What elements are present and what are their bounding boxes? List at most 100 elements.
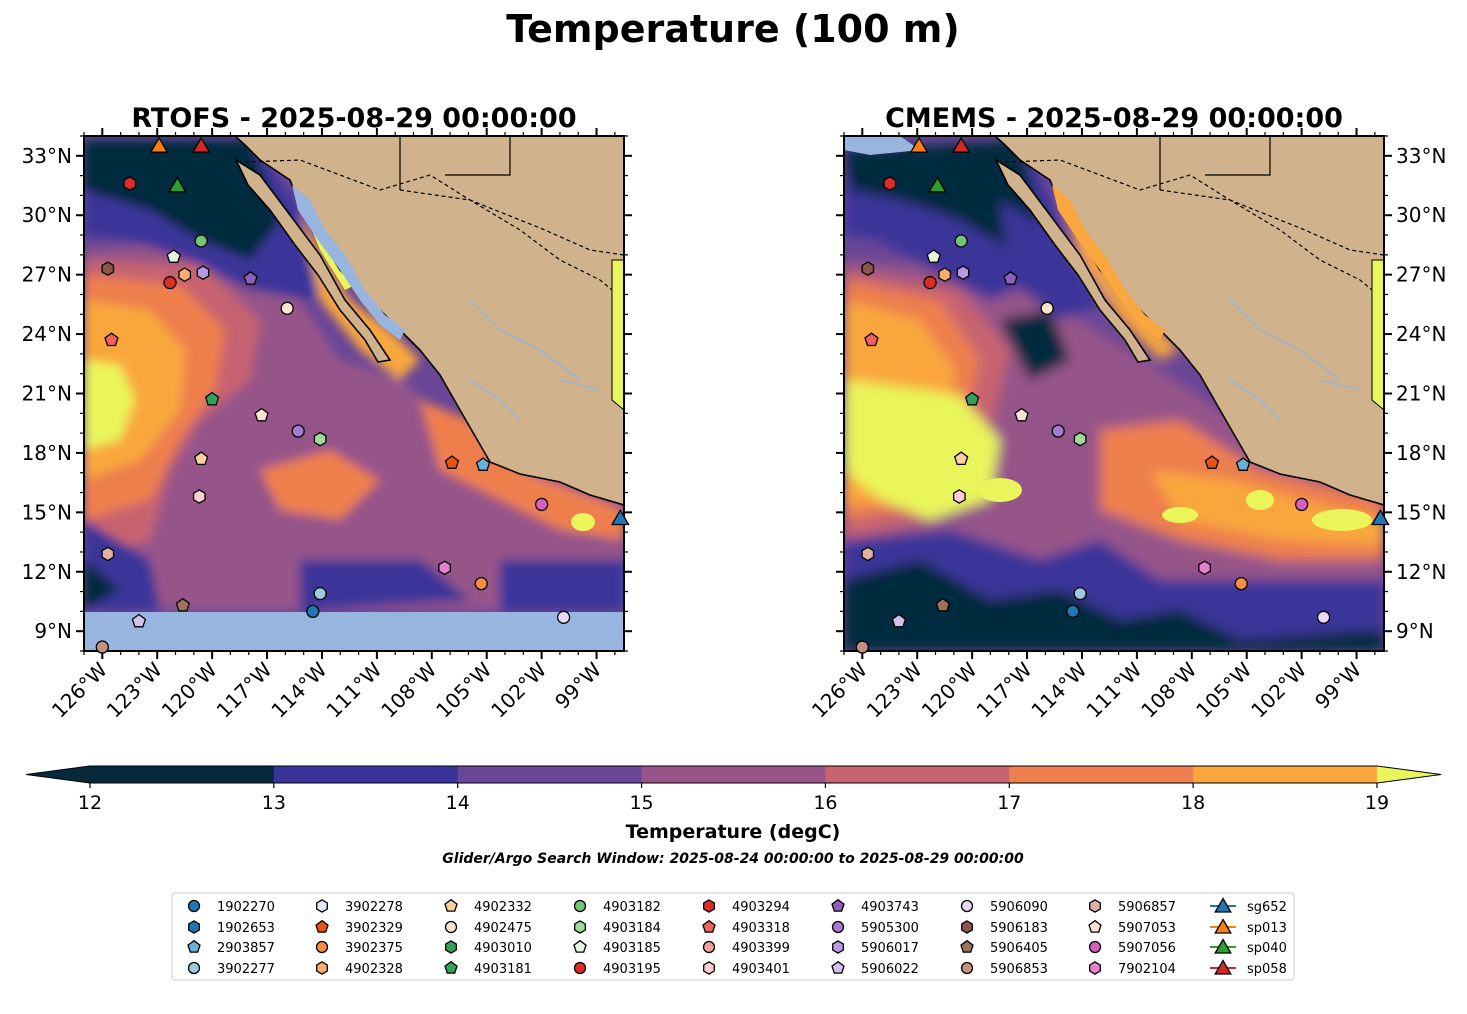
colorbar-extend-low — [26, 766, 90, 783]
float-marker-4903182 — [194, 234, 208, 248]
x-tick-label: 120°W — [157, 657, 222, 722]
float-marker-5907056 — [534, 497, 549, 512]
legend-label: 4903743 — [861, 900, 919, 915]
y-tick-label: 9°N — [34, 619, 72, 643]
legend-float-marker — [315, 940, 329, 954]
legend-glider-marker — [1214, 938, 1232, 954]
float-marker-4903181 — [204, 391, 220, 406]
legend-label: 4902328 — [345, 962, 403, 977]
float-marker-5905300 — [291, 424, 305, 438]
legend-item-4902332: 4902332 — [444, 898, 532, 915]
x-tick-label: 99°W — [550, 657, 606, 713]
y-tick-label: 33°N — [22, 144, 72, 168]
colorbar-tick-label: 19 — [1365, 792, 1389, 814]
float-marker-5906857 — [861, 546, 875, 562]
glider-marker-sp013 — [149, 136, 169, 153]
land-mask — [233, 136, 624, 506]
float-marker-1902270 — [306, 604, 320, 619]
legend-item-5907056: 5907056 — [1088, 940, 1176, 956]
legend-item-3902277: 3902277 — [187, 961, 275, 977]
legend-float-marker — [444, 920, 458, 934]
legend-float-marker — [960, 899, 974, 913]
float-marker-5906405 — [175, 597, 191, 612]
colorbar-tick-label: 17 — [997, 792, 1021, 814]
colorbar-segment — [1009, 766, 1194, 783]
y-tick-label: 30°N — [1396, 203, 1446, 227]
legend-float-marker — [187, 961, 201, 975]
panel-cmems: CMEMS - 2025-08-29 00:00:00 — [807, 103, 1447, 723]
legend-float-marker — [831, 898, 845, 912]
float-marker-4903182 — [954, 234, 968, 248]
float-marker-4903318 — [104, 332, 119, 347]
float-marker-5906022 — [891, 613, 907, 628]
panel-rtofs: RTOFS - 2025-08-29 00:00:00 — [22, 103, 632, 723]
legend-item-4903182: 4903182 — [573, 899, 661, 915]
legend-item-1902653: 1902653 — [188, 920, 275, 936]
legend-float-marker — [1089, 961, 1101, 975]
float-marker-4902475 — [1040, 301, 1054, 315]
float-marker-2903857 — [475, 457, 491, 471]
legend-label: 4903184 — [603, 921, 661, 936]
legend-item-sp058: sp058 — [1210, 959, 1287, 977]
float-marker-5906017 — [196, 265, 210, 281]
legend-label: 5906857 — [1118, 900, 1176, 915]
legend-label: 4903010 — [474, 941, 532, 956]
legend-float-marker — [831, 960, 845, 974]
float-marker-4902332 — [193, 451, 209, 466]
legend-item-2903857: 2903857 — [187, 939, 275, 956]
x-tick-label: 105°W — [431, 657, 496, 722]
float-marker-3902329 — [1204, 455, 1220, 469]
legend-item-4902328: 4902328 — [316, 961, 403, 977]
float-marker-4903195 — [163, 275, 177, 290]
legend-float-marker — [573, 899, 587, 913]
legend-item-5906017: 5906017 — [832, 940, 919, 956]
legend-float-marker — [316, 899, 328, 913]
colorbar-segment — [641, 766, 826, 783]
float-marker-4903184 — [1073, 431, 1087, 447]
x-tick-label: 102°W — [486, 657, 551, 722]
legend-float-marker — [573, 939, 587, 953]
legend-label: 4903399 — [732, 941, 790, 956]
legend-float-marker — [444, 898, 458, 912]
y-tick-label: 18°N — [1396, 441, 1446, 465]
legend-float-marker — [316, 961, 328, 975]
legend-float-marker — [445, 940, 457, 954]
glider-marker-sp058 — [951, 136, 971, 153]
float-marker-4903743 — [1003, 270, 1018, 285]
x-tick-label: 123°W — [102, 657, 167, 722]
legend-label: 3902329 — [345, 921, 403, 936]
legend-frame — [171, 892, 1295, 981]
legend-float-marker — [187, 939, 201, 953]
legend-label: 1902653 — [217, 921, 275, 936]
legend-float-marker — [702, 940, 716, 954]
legend-item-4903401: 4903401 — [703, 961, 790, 977]
float-marker-5906405 — [935, 597, 951, 612]
legend-label: 7902104 — [1118, 962, 1176, 977]
x-tick-label: 108°W — [1136, 657, 1201, 722]
x-tick-label: 108°W — [376, 657, 441, 722]
x-tick-label: 111°W — [1081, 657, 1146, 722]
colorbar-tick-label: 13 — [262, 792, 286, 814]
legend-label: 5906090 — [990, 900, 1048, 915]
y-tick-label: 21°N — [22, 382, 72, 406]
legend-label: 4903318 — [732, 921, 790, 936]
float-marker-5906017 — [956, 265, 970, 281]
legend-glider-marker — [1214, 918, 1232, 934]
legend-float-marker — [1089, 899, 1101, 913]
y-tick-label: 27°N — [1396, 263, 1446, 287]
legend-glider-marker — [1214, 959, 1232, 975]
legend-item-3902278: 3902278 — [316, 899, 403, 915]
legend-item-4903743: 4903743 — [831, 898, 919, 915]
legend-float-marker — [1088, 919, 1102, 933]
legend-label: sg652 — [1247, 900, 1287, 915]
float-marker-4903185 — [926, 249, 941, 263]
x-tick-label: 120°W — [917, 657, 982, 722]
legend-item-4902475: 4902475 — [444, 920, 532, 936]
y-tick-label: 9°N — [1396, 619, 1434, 643]
float-marker-4902328 — [178, 267, 192, 283]
float-marker-3902375 — [474, 577, 488, 591]
legend-item-5906022: 5906022 — [831, 960, 919, 977]
float-marker-5906183 — [861, 261, 875, 277]
y-tick-label: 21°N — [1396, 382, 1446, 406]
